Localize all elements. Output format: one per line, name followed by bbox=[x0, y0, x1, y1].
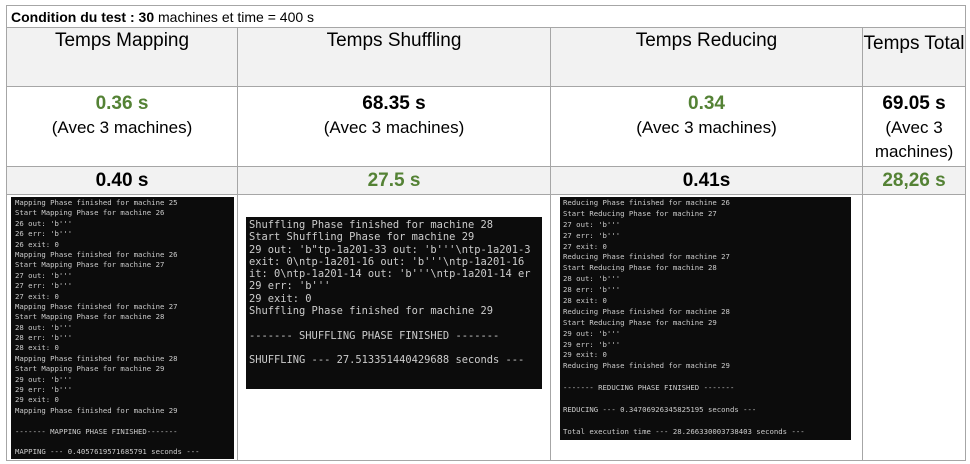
condition-label: Condition du test : bbox=[11, 8, 135, 25]
terminal-line: 29 err: 'b''' bbox=[563, 339, 621, 349]
condition-rest: machines et time = 400 s bbox=[158, 8, 315, 25]
shuffling-screenshot-cell: Shuffling Phase finished for machine 28 S… bbox=[237, 194, 551, 461]
terminal-line: ------- MAPPING PHASE FINISHED------- bbox=[15, 426, 178, 436]
reducing-3m-note: (Avec 3 machines) bbox=[636, 118, 777, 137]
terminal-line: 28 exit: 0 bbox=[563, 296, 607, 306]
thirty-machines-row: 0.40 s 27.5 s 0.41s 28,26 s bbox=[6, 166, 967, 195]
terminal-line: Shuffling Phase finished for machine 29 bbox=[249, 305, 493, 318]
results-table: Condition du test : 30 machines et time … bbox=[5, 5, 967, 461]
terminal-line: 27 out: 'b''' bbox=[15, 270, 73, 280]
terminal-line: REDUCING --- 0.34706926345825195 seconds… bbox=[563, 404, 757, 414]
header-total: Temps Total bbox=[861, 27, 967, 87]
condition-machines-count: 30 bbox=[138, 8, 155, 25]
reducing-terminal: Reducing Phase finished for machine 26 St… bbox=[560, 197, 851, 440]
reducing-3m-cell: 0.34 (Avec 3 machines) bbox=[550, 86, 863, 167]
terminal-line: 28 out: 'b''' bbox=[563, 274, 621, 284]
shuffling-3m-note: (Avec 3 machines) bbox=[323, 118, 465, 137]
terminal-line: 27 err: 'b''' bbox=[563, 230, 621, 240]
condition-cell: Condition du test : 30 machines et time … bbox=[5, 5, 967, 28]
terminal-line: 26 err: 'b''' bbox=[15, 229, 73, 239]
terminal-line: Start Reducing Phase for machine 29 bbox=[563, 317, 717, 327]
header-shuffling: Temps Shuffling bbox=[237, 27, 551, 87]
terminal-line: 27 exit: 0 bbox=[563, 241, 607, 251]
terminal-line: Mapping Phase finished for machine 25 bbox=[15, 198, 178, 207]
terminal-line: Reducing Phase finished for machine 29 bbox=[563, 361, 730, 371]
screenshots-row: Mapping Phase finished for machine 25 Sta… bbox=[6, 194, 967, 461]
terminal-line: 28 exit: 0 bbox=[15, 343, 59, 353]
terminal-line: Reducing Phase finished for machine 27 bbox=[563, 252, 730, 262]
terminal-line bbox=[563, 394, 848, 405]
terminal-line: Reducing Phase finished for machine 26 bbox=[563, 198, 730, 207]
terminal-line: Start Mapping Phase for machine 26 bbox=[15, 208, 165, 218]
terminal-line: 29 out: 'b''' bbox=[15, 374, 73, 384]
terminal-line: 26 exit: 0 bbox=[15, 239, 59, 249]
three-machines-row: 0.36 s (Avec 3 machines) 68.35 s (Avec 3… bbox=[6, 86, 967, 167]
reducing-3m-value: 0.34 bbox=[688, 93, 725, 114]
total-3m-cell: 69.05 s (Avec 3 machines) bbox=[861, 86, 967, 167]
terminal-line: exit: 0\ntp-1a201-16 out: 'b'''\ntp-1a20… bbox=[249, 255, 525, 268]
terminal-line: Shuffling Phase finished for machine 28 bbox=[249, 219, 493, 231]
terminal-line: Start Mapping Phase for machine 29 bbox=[15, 364, 165, 374]
mapping-terminal: Mapping Phase finished for machine 25 Sta… bbox=[11, 197, 234, 459]
terminal-line: MAPPING --- 0.4057619571685791 seconds -… bbox=[15, 447, 200, 457]
terminal-line: Start Shuffling Phase for machine 29 bbox=[249, 231, 475, 244]
reducing-30m-value: 0.41s bbox=[550, 166, 863, 195]
mapping-screenshot-cell: Mapping Phase finished for machine 25 Sta… bbox=[6, 194, 238, 461]
header-reducing: Temps Reducing bbox=[550, 27, 863, 87]
mapping-3m-value: 0.36 s bbox=[95, 93, 149, 114]
terminal-line: 29 exit: 0 bbox=[15, 395, 59, 405]
terminal-line: Start Reducing Phase for machine 27 bbox=[563, 208, 717, 218]
header-mapping: Temps Mapping bbox=[6, 27, 238, 87]
terminal-line: Total execution time --- 28.266330003738… bbox=[563, 426, 805, 436]
shuffling-3m-value: 68.35 s bbox=[362, 93, 426, 114]
terminal-line: it: 0\ntp-1a201-14 out: 'b'''\ntp-1a201-… bbox=[249, 268, 531, 281]
terminal-line: 27 exit: 0 bbox=[15, 291, 59, 301]
terminal-line: 29 out: 'b''' bbox=[563, 328, 621, 338]
terminal-line bbox=[249, 342, 539, 354]
terminal-line: Mapping Phase finished for machine 26 bbox=[15, 249, 178, 259]
mapping-30m-value: 0.40 s bbox=[6, 166, 238, 195]
terminal-line bbox=[15, 437, 230, 447]
terminal-line: 29 out: 'b"tp-1a201-33 out: 'b'''\ntp-1a… bbox=[249, 243, 531, 256]
terminal-line: Mapping Phase finished for machine 27 bbox=[15, 301, 178, 311]
terminal-line bbox=[563, 416, 848, 427]
terminal-line: 27 out: 'b''' bbox=[563, 219, 621, 229]
results-table-container: Condition du test : 30 machines et time … bbox=[5, 5, 967, 461]
terminal-line: 27 err: 'b''' bbox=[15, 281, 73, 291]
terminal-line: Mapping Phase finished for machine 28 bbox=[15, 353, 178, 363]
shuffling-3m-cell: 68.35 s (Avec 3 machines) bbox=[237, 86, 551, 167]
terminal-line: 29 err: 'b''' bbox=[249, 280, 331, 293]
header-row: Temps Mapping Temps Shuffling Temps Redu… bbox=[6, 27, 967, 87]
terminal-line bbox=[563, 372, 848, 383]
terminal-line: ------- SHUFFLING PHASE FINISHED ------- bbox=[249, 329, 500, 342]
terminal-line: Reducing Phase finished for machine 28 bbox=[563, 306, 730, 316]
terminal-line: 29 exit: 0 bbox=[563, 350, 607, 360]
total-screenshot-cell bbox=[861, 194, 967, 461]
terminal-line bbox=[15, 416, 230, 426]
terminal-line: Start Mapping Phase for machine 28 bbox=[15, 312, 165, 322]
condition-row: Condition du test : 30 machines et time … bbox=[5, 5, 967, 28]
shuffling-30m-value: 27.5 s bbox=[237, 166, 551, 195]
terminal-line: 29 err: 'b''' bbox=[15, 385, 73, 395]
terminal-line: 28 err: 'b''' bbox=[15, 333, 73, 343]
terminal-line: 29 exit: 0 bbox=[249, 292, 312, 305]
total-30m-value: 28,26 s bbox=[861, 166, 967, 195]
total-3m-note: (Avec 3 machines) bbox=[874, 118, 954, 161]
reducing-screenshot-cell: Reducing Phase finished for machine 26 St… bbox=[550, 194, 863, 461]
total-3m-value: 69.05 s bbox=[882, 93, 946, 114]
terminal-line: Start Reducing Phase for machine 28 bbox=[563, 263, 717, 273]
terminal-line: Start Mapping Phase for machine 27 bbox=[15, 260, 165, 270]
mapping-3m-cell: 0.36 s (Avec 3 machines) bbox=[6, 86, 238, 167]
terminal-line bbox=[249, 317, 539, 329]
terminal-line: 26 out: 'b''' bbox=[15, 218, 73, 228]
terminal-line: ------- REDUCING PHASE FINISHED ------- bbox=[563, 383, 735, 393]
terminal-line: Mapping Phase finished for machine 29 bbox=[15, 405, 178, 415]
terminal-line: 28 err: 'b''' bbox=[563, 285, 621, 295]
mapping-3m-note: (Avec 3 machines) bbox=[51, 118, 193, 137]
shuffling-terminal: Shuffling Phase finished for machine 28 S… bbox=[246, 217, 542, 389]
terminal-line: 28 out: 'b''' bbox=[15, 322, 73, 332]
terminal-line: SHUFFLING --- 27.513351440429688 seconds… bbox=[249, 354, 525, 367]
